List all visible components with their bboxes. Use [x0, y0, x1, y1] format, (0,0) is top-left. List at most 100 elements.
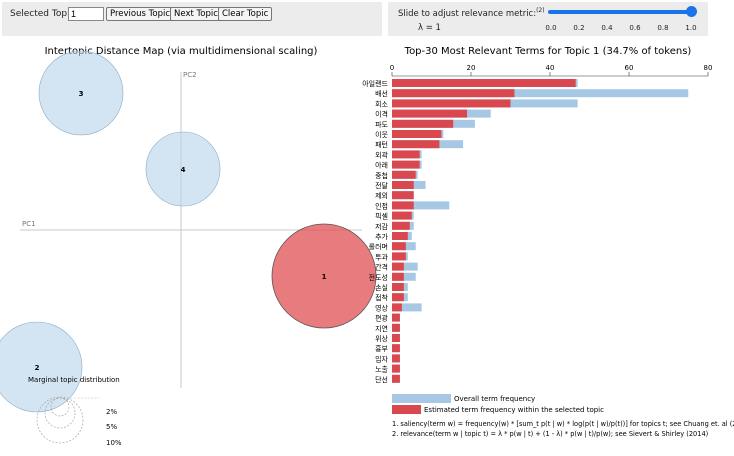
term-label[interactable]: 아래 [375, 161, 388, 170]
topic-circle-1[interactable] [271, 223, 377, 329]
term-labels: 아일랜드배선회소이격파도이웃패턴외곽아래중첩전달제외인접픽셀저감추가롤러며투과간… [362, 79, 388, 384]
term-label[interactable]: 배선 [375, 89, 388, 98]
marginal-distribution-label: Marginal topic distribution [28, 376, 120, 384]
bar-estimated[interactable] [392, 272, 404, 281]
bar-estimated[interactable] [392, 293, 404, 302]
topic-circle-4[interactable] [145, 131, 221, 207]
bar-overall[interactable] [392, 201, 450, 210]
bar-estimated[interactable] [392, 201, 414, 210]
marginal-level-2pct: 2% [106, 408, 117, 416]
bar-estimated[interactable] [392, 232, 408, 240]
pc1-label: PC1 [22, 220, 36, 228]
bar-estimated[interactable] [392, 334, 400, 342]
bar-overall[interactable] [392, 89, 689, 98]
term-label[interactable]: 패턴 [375, 140, 388, 149]
slider-tick: 0.2 [573, 24, 585, 32]
bar-estimated[interactable] [392, 79, 576, 87]
term-label[interactable]: 파도 [375, 120, 388, 129]
legend-swatch-overall [392, 394, 451, 403]
topic-control-bar: Selected Topic: Previous Topic Next Topi… [2, 2, 382, 36]
bar-estimated[interactable] [392, 99, 511, 108]
term-label[interactable]: 지연 [375, 324, 388, 333]
x-tick-label: 0 [390, 64, 394, 72]
bar-estimated[interactable] [392, 283, 404, 291]
term-label[interactable]: 이격 [375, 110, 388, 119]
topic-circle-3[interactable] [38, 50, 124, 136]
bar-estimated[interactable] [392, 221, 410, 230]
legend-estimated-label: Estimated term frequency within the sele… [424, 406, 604, 414]
term-label[interactable]: 제외 [375, 191, 388, 200]
term-label[interactable]: 중첩 [375, 172, 388, 180]
relevance-slider-thumb[interactable] [686, 6, 697, 17]
term-label[interactable]: 입자 [375, 354, 388, 363]
legend-overall-label: Overall term frequency [454, 395, 535, 403]
x-tick-label: 60 [625, 64, 634, 72]
term-label[interactable]: 인접 [375, 201, 388, 210]
footnote-relevance: 2. relevance(term w | topic t) = λ * p(w… [392, 430, 708, 438]
bar-estimated[interactable] [392, 344, 400, 353]
bar-estimated[interactable] [392, 252, 406, 261]
term-label[interactable]: 단선 [375, 375, 388, 384]
bar-estimated[interactable] [392, 364, 400, 373]
term-label[interactable]: 손실 [375, 283, 388, 292]
topic-label-2: 2 [35, 364, 40, 372]
term-label[interactable]: 영상 [375, 303, 388, 312]
term-label[interactable]: 간격 [375, 263, 388, 272]
bar-estimated[interactable] [392, 262, 404, 271]
term-label[interactable]: 추가 [375, 232, 388, 241]
term-label[interactable]: 저감 [375, 222, 388, 231]
bar-overall[interactable] [392, 303, 422, 312]
bar-estimated[interactable] [392, 211, 412, 220]
bar-estimated[interactable] [392, 119, 454, 128]
term-label[interactable]: 전달 [375, 181, 388, 190]
x-tick-label: 40 [546, 64, 555, 72]
term-label[interactable]: 이웃 [375, 130, 388, 139]
slider-tick: 0.0 [545, 24, 557, 32]
bar-estimated[interactable] [392, 374, 400, 383]
x-tick-label: 20 [467, 64, 476, 72]
bar-estimated[interactable] [392, 181, 414, 189]
slider-tick: 1.0 [685, 24, 697, 32]
bar-estimated[interactable] [392, 109, 468, 118]
relevance-slider-label: Slide to adjust relevance metric:(2) [398, 7, 545, 19]
term-label[interactable]: 롤러며 [369, 242, 388, 251]
selected-topic-input[interactable] [68, 7, 104, 21]
clear-topic-button[interactable]: Clear Topic [218, 7, 273, 21]
term-label[interactable]: 편광 [375, 314, 388, 323]
bars [392, 79, 689, 383]
term-label[interactable]: 전도성 [369, 273, 388, 282]
bar-estimated[interactable] [392, 89, 515, 98]
term-label[interactable]: 위상 [375, 334, 388, 343]
term-label[interactable]: 접착 [375, 294, 388, 302]
bar-overall[interactable] [392, 262, 418, 271]
bar-estimated[interactable] [392, 313, 400, 322]
topic-label-4: 4 [181, 166, 186, 174]
bar-estimated[interactable] [392, 140, 440, 149]
intertopic-map: Intertopic Distance Map (via multidimens… [0, 46, 377, 447]
term-label[interactable]: 투과 [375, 252, 388, 261]
term-label[interactable]: 회소 [375, 100, 388, 108]
pc2-label: PC2 [183, 71, 197, 79]
term-label[interactable]: 노출 [375, 365, 388, 374]
bar-estimated[interactable] [392, 303, 402, 312]
legend-swatch-estimated [392, 405, 421, 414]
bar-estimated[interactable] [392, 160, 420, 169]
bar-estimated[interactable] [392, 323, 400, 332]
bar-estimated[interactable] [392, 170, 416, 179]
slider-footnote-ref: (2) [536, 7, 545, 14]
bar-estimated[interactable] [392, 354, 400, 363]
bar-estimated[interactable] [392, 191, 414, 200]
topic-label-1: 1 [322, 273, 327, 281]
topic-circle-2[interactable] [0, 321, 83, 413]
bar-estimated[interactable] [392, 242, 406, 251]
term-label[interactable]: 아일랜드 [362, 79, 388, 88]
term-label[interactable]: 외곽 [375, 150, 388, 159]
bar-estimated[interactable] [392, 150, 420, 159]
term-label[interactable]: 픽셀 [375, 212, 388, 221]
marginal-level-5pct: 5% [106, 423, 117, 431]
bar-estimated[interactable] [392, 130, 442, 138]
selected-topic-label: Selected Topic: [10, 9, 78, 19]
footnote-saliency: 1. saliency(term w) = frequency(w) * [su… [392, 420, 734, 428]
relevance-slider-track[interactable] [548, 10, 692, 14]
term-label[interactable]: 흉부 [375, 344, 388, 353]
